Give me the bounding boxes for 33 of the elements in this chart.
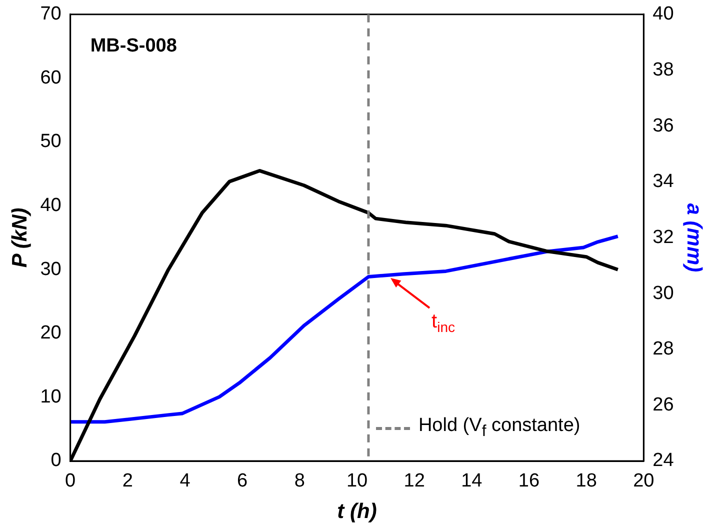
y-axis-title: P (kN) xyxy=(8,208,32,268)
x-tick-label: 18 xyxy=(576,470,597,492)
y-tick-label: 20 xyxy=(40,322,62,344)
y-tick-label: 60 xyxy=(40,67,62,88)
y2-tick-label: 34 xyxy=(652,171,674,192)
y-tick-label: 0 xyxy=(50,450,62,472)
y2-axis-title: a (mm) xyxy=(682,203,706,272)
y-tick-label: 40 xyxy=(40,195,62,216)
x-tick-label: 2 xyxy=(122,470,133,492)
y-tick-label: 50 xyxy=(40,131,62,152)
x-tick-label: 20 xyxy=(633,470,654,492)
y2-tick-label: 30 xyxy=(652,282,674,304)
x-tick-label: 14 xyxy=(461,470,483,492)
y2-tick-label: 24 xyxy=(652,450,674,472)
y2-tick-label: 40 xyxy=(652,4,674,25)
y2-tick-label: 38 xyxy=(652,59,674,80)
y2-tick-label: 36 xyxy=(652,115,674,136)
x-tick-label: 0 xyxy=(65,470,76,492)
y2-tick-label: 28 xyxy=(652,338,674,360)
x-tick-label: 4 xyxy=(180,470,191,492)
x-tick-label: 16 xyxy=(518,470,540,492)
y-tick-label: 30 xyxy=(40,258,62,280)
x-tick-label: 8 xyxy=(294,470,305,492)
y-tick-label: 70 xyxy=(40,4,62,25)
x-tick-label: 12 xyxy=(404,470,425,492)
y2-tick-label: 26 xyxy=(652,394,674,416)
x-tick-label: 10 xyxy=(346,470,368,492)
annotation: MB-S-008 xyxy=(90,36,177,57)
y2-tick-label: 32 xyxy=(652,226,674,248)
x-tick-label: 6 xyxy=(237,470,248,492)
x-axis-title: t (h) xyxy=(337,500,377,524)
y-tick-label: 10 xyxy=(40,386,62,408)
ref-line-label: Hold (V$_{f}$ constante) xyxy=(418,415,580,441)
